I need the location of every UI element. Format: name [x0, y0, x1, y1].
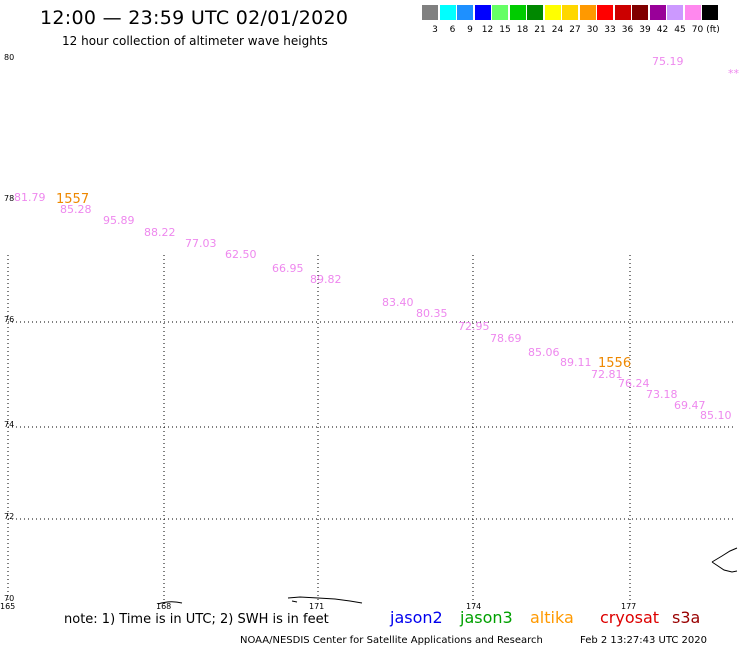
color-scale-swatch	[649, 5, 667, 20]
color-scale-swatch	[474, 5, 492, 20]
longitude-label: 165	[0, 602, 15, 611]
longitude-label: 174	[466, 602, 481, 611]
latitude-label: 74	[4, 420, 14, 429]
color-scale-label: 3	[432, 25, 438, 35]
wave-height-value: 81.79	[14, 191, 46, 204]
wave-height-value: 89.11	[560, 356, 592, 369]
latitude-label: 76	[4, 315, 14, 324]
wave-height-value: 77.03	[185, 237, 217, 250]
color-scale-label: 45	[674, 25, 686, 35]
timestamp-text: Feb 2 13:27:43 UTC 2020	[580, 635, 707, 646]
color-scale-swatch	[457, 5, 474, 20]
pass-time-label: 1557	[56, 192, 89, 207]
wave-height-value: 85.10	[700, 409, 732, 422]
wave-height-value: 66.95	[272, 262, 304, 275]
wave-height-value: 72.95	[458, 320, 490, 333]
latitude-label: 78	[4, 194, 14, 203]
wave-height-value: 76.24	[618, 377, 650, 390]
color-scale-label: 30	[586, 25, 599, 35]
wave-height-value: **	[728, 67, 740, 80]
coastline	[157, 547, 738, 605]
color-scale-label: 36	[621, 25, 634, 35]
color-scale-label: 15	[499, 25, 511, 35]
color-scale-label: 9	[467, 25, 473, 35]
satellite-legend-entry: jason3	[460, 608, 513, 627]
color-scale-swatch	[527, 5, 544, 20]
satellite-legend-entry: altika	[530, 608, 574, 627]
coastline-segment	[711, 547, 738, 573]
wave-height-value: 88.22	[144, 226, 176, 239]
wave-height-value: 72.81	[591, 368, 623, 381]
color-scale-label: 21	[534, 25, 546, 35]
wave-height-value: 95.89	[103, 214, 135, 227]
color-scale-label: 42	[656, 25, 669, 35]
credit-text: NOAA/NESDIS Center for Satellite Applica…	[240, 635, 543, 646]
color-scale-swatch	[439, 5, 457, 20]
color-scale-label: 6	[449, 25, 456, 35]
latitude-label: 80	[4, 53, 14, 62]
wave-height-value: 69.47	[674, 399, 706, 412]
coastline-segment	[157, 601, 183, 605]
longitude-label: 171	[309, 602, 324, 611]
coastline-segment	[287, 596, 363, 604]
wave-height-value: 83.40	[382, 296, 414, 309]
wave-height-value: 89.82	[310, 273, 342, 286]
color-scale-swatch	[597, 5, 614, 20]
lat-lon-grid	[7, 255, 736, 604]
color-scale-label: 12	[481, 25, 494, 35]
wave-height-value: 75.19	[652, 55, 684, 68]
latitude-label: 70	[4, 594, 14, 603]
satellite-legend-entry: jason2	[390, 608, 443, 627]
color-scale-swatch	[492, 5, 509, 20]
latitude-label: 72	[4, 512, 14, 521]
color-scale-label: 33	[604, 25, 616, 35]
color-scale-unit: (ft)	[706, 25, 720, 35]
color-scale-swatch	[667, 5, 684, 20]
color-scale-label: 24	[551, 25, 564, 35]
color-scale-swatch	[509, 5, 527, 20]
wave-height-value: 73.18	[646, 388, 678, 401]
satellite-legend-entry: s3a	[672, 608, 701, 627]
pass-time-label: 1556	[598, 356, 631, 371]
color-scale-label: 39	[639, 25, 651, 35]
page-subtitle: 12 hour collection of altimeter wave hei…	[62, 34, 328, 48]
color-scale-swatch	[684, 5, 702, 20]
color-scale-swatch	[562, 5, 579, 20]
color-scale-swatch	[702, 5, 719, 20]
color-scale-label: 70	[691, 25, 704, 35]
color-scale-swatch	[614, 5, 632, 20]
satellite-legend-entry: cryosat	[600, 608, 660, 627]
wave-height-value: 85.06	[528, 346, 560, 359]
wave-height-value: 80.35	[416, 307, 448, 320]
color-scale-label: 18	[516, 25, 529, 35]
footer-note: note: 1) Time is in UTC; 2) SWH is in fe…	[64, 612, 329, 627]
wave-height-value: 78.69	[490, 332, 522, 345]
wave-height-value: 85.28	[60, 203, 92, 216]
page-title: 12:00 — 23:59 UTC 02/01/2020	[40, 7, 349, 29]
color-scale-swatch	[632, 5, 649, 20]
color-scale-swatch	[422, 5, 439, 20]
color-scale-swatch	[579, 5, 597, 20]
color-scale-label: 27	[569, 25, 581, 35]
wave-height-value: 62.50	[225, 248, 257, 261]
longitude-label: 168	[156, 602, 171, 611]
longitude-label: 177	[621, 602, 636, 611]
coastline-segment	[291, 600, 298, 603]
color-scale-swatch	[544, 5, 562, 20]
